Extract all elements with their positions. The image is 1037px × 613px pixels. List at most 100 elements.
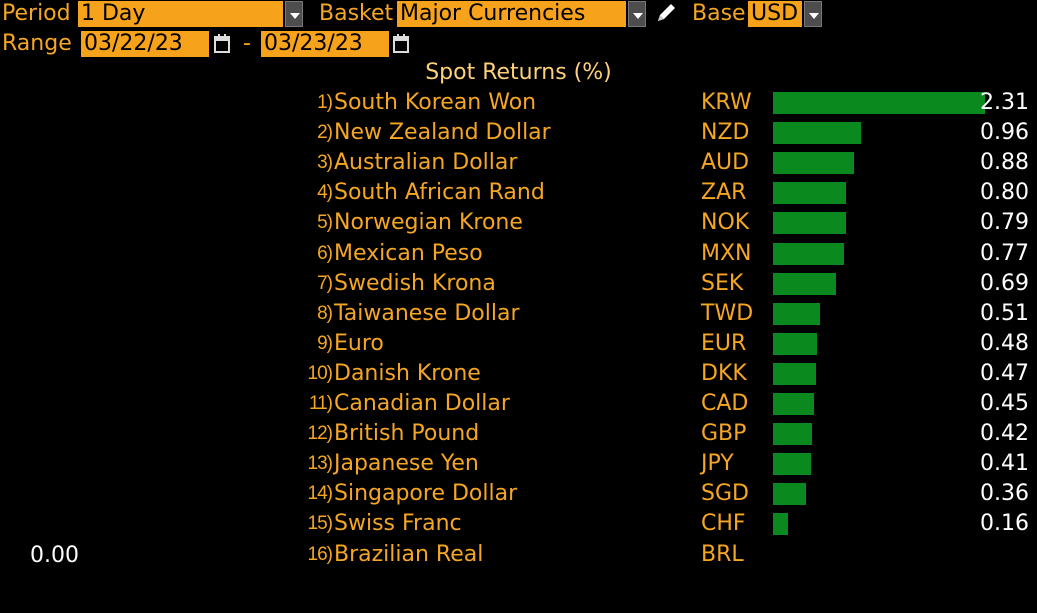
currency-row-gbp[interactable]: 12) British Pound GBP 0.42	[0, 419, 1037, 449]
currency-row-krw[interactable]: 1) South Korean Won KRW 2.31	[0, 88, 1037, 118]
currency-code[interactable]: KRW	[701, 90, 752, 115]
base-select[interactable]: USD	[748, 1, 802, 27]
chart-title: Spot Returns (%)	[425, 60, 612, 85]
currency-code[interactable]: GBP	[701, 421, 747, 447]
return-value: 0.42	[980, 421, 1029, 447]
currency-name[interactable]: New Zealand Dollar	[334, 120, 551, 146]
return-bar	[773, 362, 816, 385]
pencil-icon[interactable]	[654, 3, 678, 25]
range-separator: -	[243, 31, 251, 56]
currency-code[interactable]: AUD	[701, 150, 750, 176]
range-start-input[interactable]: 03/22/23	[81, 31, 209, 57]
currency-row-zar[interactable]: 4) South African Rand ZAR 0.80	[0, 178, 1037, 208]
currency-code[interactable]: NOK	[701, 210, 750, 236]
return-bar	[773, 513, 788, 536]
range-label: Range	[2, 31, 72, 56]
currency-name[interactable]: Canadian Dollar	[334, 391, 510, 416]
row-rank: 1)	[317, 92, 333, 113]
row-rank: 7)	[317, 272, 333, 294]
return-value: 0.48	[980, 330, 1029, 356]
currency-name[interactable]: Taiwanese Dollar	[334, 300, 520, 326]
currency-row-twd[interactable]: 8) Taiwanese Dollar TWD 0.51	[0, 299, 1037, 329]
currency-name[interactable]: Norwegian Krone	[334, 210, 523, 236]
calendar-icon[interactable]	[392, 33, 410, 55]
currency-row-mxn[interactable]: 6) Mexican Peso MXN 0.77	[0, 239, 1037, 269]
row-rank: 3)	[317, 152, 333, 174]
currency-code[interactable]: CAD	[701, 391, 749, 416]
return-bar	[773, 122, 861, 145]
base-dropdown-button[interactable]	[804, 1, 822, 27]
currency-row-jpy[interactable]: 13) Japanese Yen JPY 0.41	[0, 449, 1037, 479]
currency-code[interactable]: BRL	[701, 541, 744, 567]
return-bar	[773, 393, 814, 415]
currency-row-chf[interactable]: 15) Swiss Franc CHF 0.16	[0, 509, 1037, 539]
currency-name[interactable]: Brazilian Real	[334, 541, 484, 567]
currency-code[interactable]: EUR	[701, 330, 747, 356]
return-bar	[773, 453, 811, 476]
axis-zero-label: 0.00	[30, 543, 79, 568]
basket-label: Basket	[319, 1, 394, 26]
chevron-down-icon	[633, 13, 643, 19]
basket-select[interactable]: Major Currencies	[397, 1, 626, 27]
currency-code[interactable]: MXN	[701, 240, 752, 266]
return-bar	[773, 212, 846, 235]
return-value: 2.31	[980, 90, 1029, 115]
return-value: 0.41	[980, 451, 1029, 477]
currency-name[interactable]: Euro	[334, 330, 384, 356]
period-select[interactable]: 1 Day	[78, 1, 283, 27]
return-value: 0.36	[980, 481, 1029, 507]
currency-name[interactable]: Swiss Franc	[334, 511, 462, 537]
currency-row-brl[interactable]: 16) Brazilian Real BRL	[0, 540, 1037, 570]
currency-code[interactable]: TWD	[701, 300, 754, 326]
currency-code[interactable]: SGD	[701, 481, 749, 507]
row-rank: 15)	[307, 513, 333, 535]
range-end-input[interactable]: 03/23/23	[261, 31, 389, 57]
return-value: 0.96	[980, 120, 1029, 146]
currency-row-dkk[interactable]: 10) Danish Krone DKK 0.47	[0, 359, 1037, 389]
row-rank: 10)	[307, 362, 333, 384]
return-bar	[773, 242, 844, 265]
currency-row-nzd[interactable]: 2) New Zealand Dollar NZD 0.96	[0, 118, 1037, 148]
row-rank: 2)	[317, 122, 333, 144]
row-rank: 11)	[308, 393, 333, 414]
return-bar	[773, 332, 817, 355]
currency-code[interactable]: SEK	[701, 270, 744, 296]
return-bar	[773, 152, 854, 175]
currency-name[interactable]: Mexican Peso	[334, 240, 483, 266]
row-rank: 12)	[307, 423, 333, 445]
currency-name[interactable]: South African Rand	[334, 180, 545, 206]
calendar-icon[interactable]	[213, 33, 231, 55]
period-label: Period	[2, 1, 71, 26]
currency-name[interactable]: Swedish Krona	[334, 270, 496, 296]
return-value: 0.16	[980, 511, 1029, 537]
currency-row-aud[interactable]: 3) Australian Dollar AUD 0.88	[0, 148, 1037, 178]
currency-code[interactable]: CHF	[701, 511, 746, 537]
currency-name[interactable]: Danish Krone	[334, 360, 481, 386]
currency-name[interactable]: South Korean Won	[334, 90, 537, 115]
currency-name[interactable]: Singapore Dollar	[334, 481, 518, 507]
currency-code[interactable]: NZD	[701, 120, 750, 146]
return-bar	[773, 182, 846, 205]
return-value: 0.69	[980, 270, 1029, 296]
currency-row-cad[interactable]: 11) Canadian Dollar CAD 0.45	[0, 389, 1037, 419]
return-value: 0.80	[980, 180, 1029, 206]
currency-name[interactable]: British Pound	[334, 421, 480, 447]
return-value: 0.77	[980, 240, 1029, 266]
currency-row-sek[interactable]: 7) Swedish Krona SEK 0.69	[0, 269, 1037, 299]
basket-dropdown-button[interactable]	[628, 1, 646, 27]
currency-row-nok[interactable]: 5) Norwegian Krone NOK 0.79	[0, 208, 1037, 238]
currency-row-eur[interactable]: 9) Euro EUR 0.48	[0, 329, 1037, 359]
period-dropdown-button[interactable]	[285, 1, 303, 27]
return-value: 0.79	[980, 210, 1029, 236]
currency-code[interactable]: JPY	[701, 451, 734, 477]
currency-name[interactable]: Australian Dollar	[334, 150, 518, 176]
currency-code[interactable]: DKK	[701, 360, 747, 386]
return-bar	[773, 483, 806, 506]
currency-code[interactable]: ZAR	[701, 180, 747, 206]
return-value: 0.88	[980, 150, 1029, 176]
row-rank: 9)	[317, 332, 333, 354]
currency-name[interactable]: Japanese Yen	[334, 451, 479, 477]
return-bar	[773, 302, 820, 325]
currency-row-sgd[interactable]: 14) Singapore Dollar SGD 0.36	[0, 479, 1037, 509]
chevron-down-icon	[290, 13, 300, 19]
